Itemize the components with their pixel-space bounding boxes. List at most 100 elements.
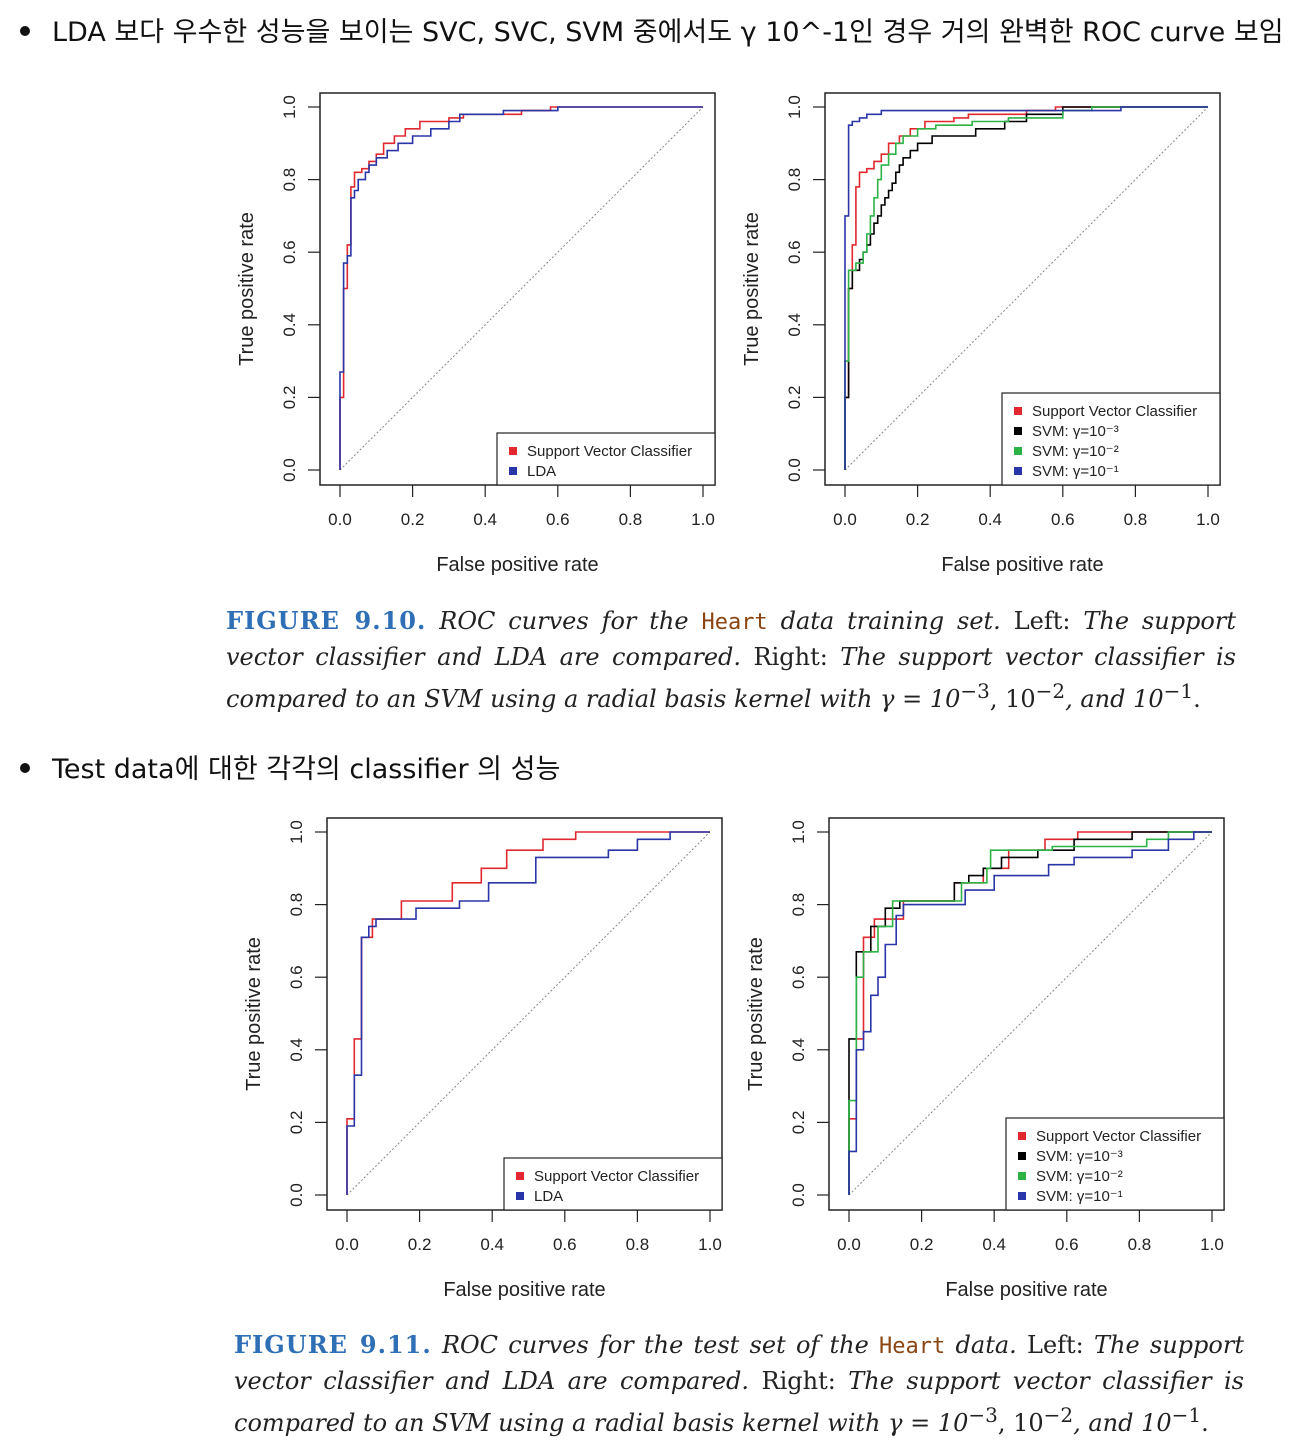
legend-swatch [1014,407,1022,415]
chart-test-left: 0.0 0.0 0.2 0.2 0.4 0.4 0.6 0.6 0.8 0.8 1.0 1.0 Fals… [243,817,723,1301]
caption-right-label: Right: [753,643,828,671]
y-tick-label: 0.8 [280,168,299,192]
x-tick-label: 0.0 [833,510,857,529]
legend-box [503,1157,723,1211]
legend-swatch [1014,427,1022,435]
caption-right-label: Right: [761,1367,836,1395]
x-tick-label: 0.2 [906,510,930,529]
legend-swatch [509,447,517,455]
caption-text: The support vector classifier and LDA ar… [226,607,1236,671]
x-tick-label: 0.4 [982,1235,1006,1254]
roc-curve-1 [844,106,1208,470]
y-tick-label: 0.0 [789,1183,808,1207]
caption-left-label: Left: [1013,607,1071,635]
y-tick-label: 0.4 [789,1038,808,1062]
legend-label: LDA [534,1188,563,1205]
roc-curve-0 [339,106,703,470]
caption-text: data. [955,1331,1017,1359]
y-tick-label: 0.6 [789,965,808,989]
caption-text: , 10 [997,1409,1044,1437]
exponent: −2 [1043,1403,1074,1427]
chart-train-right: 0.0 0.0 0.2 0.2 0.4 0.4 0.6 0.6 0.8 0.8 1.0 1.0 Fals… [741,92,1221,576]
exponent: −3 [968,1403,998,1427]
y-tick-label: 1.0 [785,95,804,119]
y-tick-label: 0.2 [789,1111,808,1135]
caption-text: , 10 [989,685,1036,713]
roc-curve-3 [848,831,1212,1195]
caption-text: ROC curves for the test set of the [441,1331,869,1359]
y-tick-label: 0.6 [287,965,306,989]
diagonal-reference-line [844,106,1209,471]
x-axis-label: False positive rate [443,1279,605,1301]
legend-swatch [1018,1152,1026,1160]
chart-train-left: 0.0 0.0 0.2 0.2 0.4 0.4 0.6 0.6 0.8 0.8 1.0 1.0 Fals… [236,92,716,576]
roc-curve-2 [844,106,1208,470]
y-tick-label: 0.4 [280,313,299,337]
legend-label: SVM: γ=10⁻¹ [1032,463,1119,480]
roc-curve-2 [848,831,1212,1195]
y-tick-label: 1.0 [287,820,306,844]
exponent: −3 [960,679,990,703]
y-axis-label: True positive rate [243,937,265,1091]
y-tick-label: 0.8 [785,168,804,192]
legend-box [1005,1117,1225,1211]
x-axis-label: False positive rate [941,554,1103,576]
legend-swatch [516,1172,524,1180]
legend-swatch [1014,447,1022,455]
y-tick-label: 0.2 [785,386,804,410]
y-tick-label: 0.2 [280,386,299,410]
x-tick-label: 1.0 [691,510,715,529]
x-tick-label: 0.6 [546,510,570,529]
dataset-name: Heart [879,1334,946,1359]
y-axis-label: True positive rate [236,212,258,366]
bullet-text: Test data에 대한 각각의 classifier 의 성능 [52,754,561,785]
diagonal-reference-line [848,831,1213,1196]
y-tick-label: 0.0 [785,458,804,482]
legend-swatch [1018,1172,1026,1180]
figure-caption-9-11: FIGURE 9.11. ROC curves for the test set… [234,1328,1244,1440]
roc-curve-1 [346,831,710,1195]
x-axis-label: False positive rate [945,1279,1107,1301]
caption-text: data training set. [780,607,1001,635]
x-tick-label: 0.8 [619,510,643,529]
caption-text: . [1193,685,1201,713]
legend-swatch [509,467,517,475]
legend-label: SVM: γ=10⁻³ [1036,1148,1123,1165]
legend-label: LDA [527,463,556,480]
x-tick-label: 1.0 [1196,510,1220,529]
legend-swatch [1014,467,1022,475]
x-tick-label: 0.4 [978,510,1002,529]
y-tick-label: 0.6 [785,240,804,264]
x-tick-label: 1.0 [698,1235,722,1254]
plot-frame [319,92,716,486]
x-axis-label: False positive rate [436,554,598,576]
roc-curve-0 [346,831,710,1195]
y-tick-label: 0.0 [287,1183,306,1207]
dataset-name: Heart [701,610,768,635]
legend-swatch [1018,1192,1026,1200]
x-tick-label: 0.2 [910,1235,934,1254]
diagonal-reference-line [339,106,704,471]
y-tick-label: 1.0 [280,95,299,119]
y-tick-label: 0.8 [287,893,306,917]
x-tick-label: 0.6 [1055,1235,1079,1254]
y-tick-label: 0.2 [287,1111,306,1135]
bullet-test-note: Test data에 대한 각각의 classifier 의 성능 [20,752,560,788]
caption-text: ROC curves for the [439,607,689,635]
plot-frame [326,817,723,1211]
bullet-text: LDA 보다 우수한 성능을 보이는 SVC, SVC, SVM 중에서도 γ … [52,17,1284,48]
x-tick-label: 0.6 [1051,510,1075,529]
x-tick-label: 0.2 [408,1235,432,1254]
legend-label: Support Vector Classifier [534,1168,699,1185]
figure-label: FIGURE 9.10. [226,606,427,635]
x-tick-label: 0.8 [1124,510,1148,529]
caption-text: , and 10 [1073,1409,1172,1437]
x-tick-label: 0.4 [480,1235,504,1254]
y-tick-label: 0.4 [287,1038,306,1062]
y-axis-label: True positive rate [741,212,763,366]
caption-left-label: Left: [1027,1331,1084,1359]
x-tick-label: 0.0 [328,510,352,529]
y-tick-label: 0.6 [280,240,299,264]
figure-label: FIGURE 9.11. [234,1330,432,1359]
x-tick-label: 0.0 [335,1235,359,1254]
